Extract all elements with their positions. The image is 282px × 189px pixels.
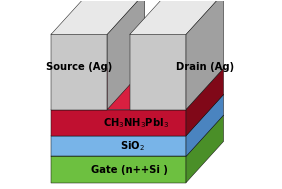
Polygon shape — [130, 34, 186, 109]
Polygon shape — [51, 94, 224, 136]
Polygon shape — [51, 115, 224, 156]
Polygon shape — [130, 0, 224, 34]
Text: Source (Ag): Source (Ag) — [46, 62, 112, 72]
Text: Drain (Ag): Drain (Ag) — [176, 62, 234, 72]
Polygon shape — [107, 0, 145, 109]
Polygon shape — [186, 94, 224, 156]
Polygon shape — [51, 109, 186, 136]
Polygon shape — [186, 115, 224, 183]
Polygon shape — [51, 136, 186, 156]
Text: SiO$_2$: SiO$_2$ — [120, 139, 145, 153]
Text: CH$_3$NH$_3$PbI$_3$: CH$_3$NH$_3$PbI$_3$ — [103, 116, 169, 129]
Polygon shape — [51, 156, 186, 183]
Text: Gate (n++Si ): Gate (n++Si ) — [91, 165, 168, 175]
Polygon shape — [51, 0, 145, 34]
Polygon shape — [51, 68, 224, 109]
Polygon shape — [51, 34, 107, 109]
Polygon shape — [186, 68, 224, 136]
Polygon shape — [186, 0, 224, 109]
